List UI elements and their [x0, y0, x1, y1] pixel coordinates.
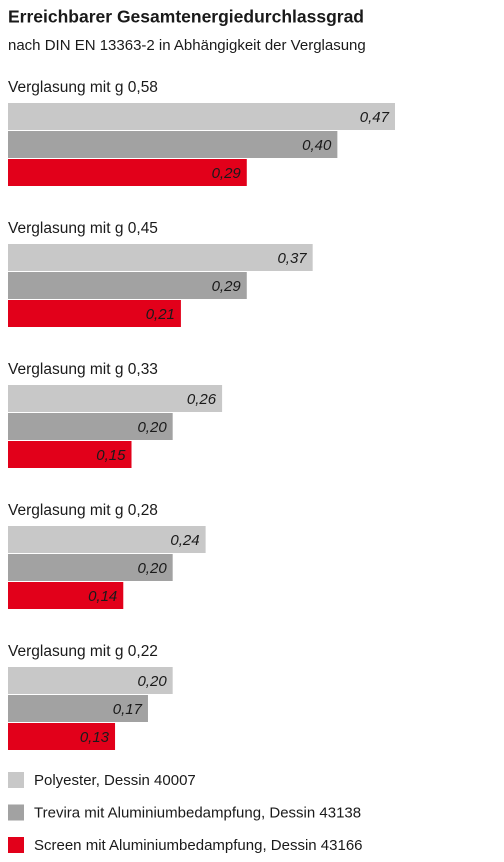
category-label: Verglasung mit g 0,58 [8, 79, 158, 96]
category-label: Verglasung mit g 0,33 [8, 361, 158, 378]
bar [8, 413, 173, 440]
bar [8, 272, 247, 299]
bar [8, 554, 173, 581]
bar [8, 441, 132, 468]
value-label: 0,20 [137, 673, 167, 690]
bar [8, 300, 181, 327]
value-label: 0,29 [212, 278, 242, 295]
legend-swatch [8, 772, 24, 788]
legend-swatch [8, 804, 24, 821]
value-label: 0,24 [170, 532, 199, 549]
value-label: 0,15 [96, 447, 126, 464]
value-label: 0,21 [146, 306, 175, 323]
value-label: 0,29 [212, 165, 242, 182]
category-label: Verglasung mit g 0,45 [8, 220, 158, 237]
value-label: 0,20 [137, 560, 167, 577]
value-label: 0,47 [360, 109, 390, 126]
legend-swatch [8, 837, 24, 853]
value-label: 0,37 [277, 250, 307, 267]
value-label: 0,13 [80, 729, 110, 746]
value-label: 0,14 [88, 588, 117, 605]
chart-title: Erreichbarer Gesamtenergiedurchlassgrad [8, 7, 364, 27]
category-label: Verglasung mit g 0,22 [8, 643, 158, 660]
bar [8, 103, 395, 130]
bar [8, 159, 247, 186]
category-label: Verglasung mit g 0,28 [8, 502, 158, 519]
bar [8, 667, 173, 694]
legend-label: Screen mit Aluminiumbedampfung, Dessin 4… [34, 837, 363, 854]
bar [8, 385, 223, 412]
chart-subtitle: nach DIN EN 13363-2 in Abhängigkeit der … [8, 37, 366, 54]
value-label: 0,17 [113, 701, 143, 718]
bar [8, 244, 313, 271]
bar [8, 526, 206, 553]
value-label: 0,20 [137, 419, 167, 436]
bar [8, 723, 116, 750]
bar [8, 582, 124, 609]
bar [8, 131, 338, 158]
legend-label: Trevira mit Aluminiumbedampfung, Dessin … [34, 804, 361, 821]
value-label: 0,40 [302, 137, 332, 154]
legend-label: Polyester, Dessin 40007 [34, 772, 196, 789]
bar [8, 695, 148, 722]
value-label: 0,26 [187, 391, 217, 408]
